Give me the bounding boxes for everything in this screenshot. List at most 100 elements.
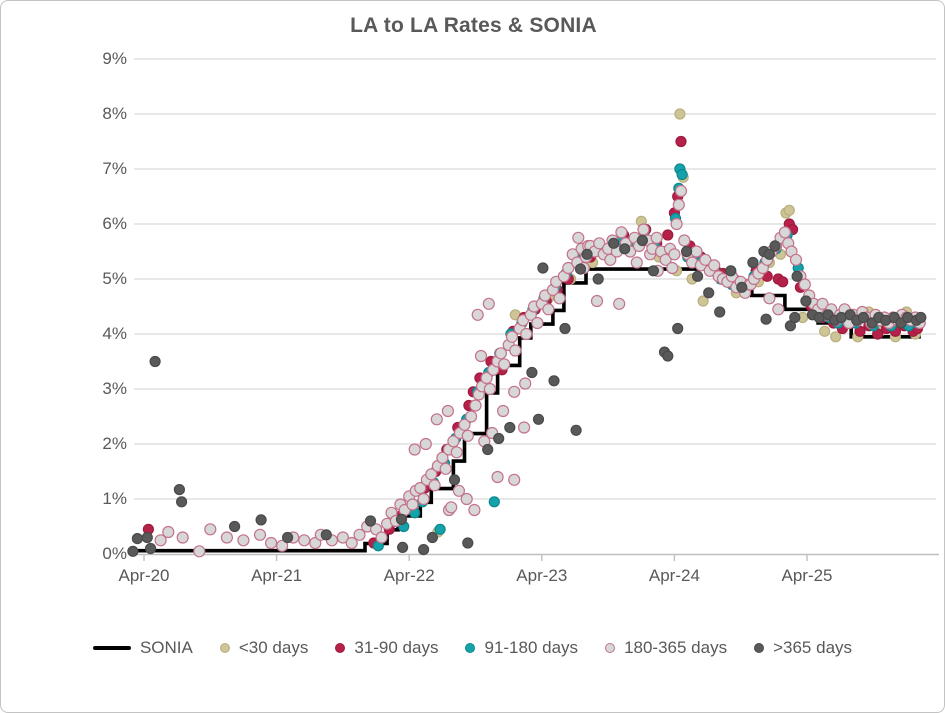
data-point (149, 355, 161, 368)
data-point (494, 347, 507, 360)
data-point (204, 523, 217, 536)
data-point (462, 537, 474, 549)
data-point (162, 525, 175, 539)
data-point (364, 515, 377, 527)
legend-dot-swatch (335, 643, 346, 653)
data-point (593, 237, 606, 250)
data-point (471, 308, 484, 321)
data-point (298, 534, 311, 547)
data-point (131, 532, 143, 545)
data-point (615, 226, 628, 239)
data-point (447, 435, 460, 448)
data-point (434, 523, 446, 535)
data-point (505, 330, 519, 343)
data-point (154, 534, 167, 547)
data-point (613, 297, 626, 310)
data-point (650, 231, 663, 244)
x-tick-label: Apr-20 (118, 566, 170, 585)
legend-label: <30 days (238, 638, 309, 657)
data-point (772, 303, 785, 316)
y-tick-label: 7% (102, 159, 127, 178)
data-point (465, 410, 478, 423)
data-point (592, 273, 604, 285)
y-tick-label: 0% (102, 544, 127, 563)
data-point (408, 443, 421, 456)
data-point (436, 451, 449, 464)
data-point (145, 542, 157, 555)
data-point (553, 292, 566, 305)
data-point (491, 470, 504, 484)
data-point (607, 237, 620, 249)
data-point (699, 253, 712, 266)
series-31-90-days (142, 135, 924, 549)
data-point (662, 350, 674, 362)
data-point (458, 418, 471, 431)
data-point (531, 316, 544, 330)
data-point (819, 325, 831, 337)
data-point (508, 473, 521, 486)
data-point (469, 399, 482, 412)
data-point (493, 432, 505, 445)
data-point (777, 276, 789, 288)
sonia-line (130, 267, 921, 553)
x-tick-label: Apr-22 (383, 566, 435, 585)
data-point (276, 539, 289, 552)
data-point (237, 534, 250, 547)
y-tick-label: 4% (102, 324, 127, 343)
data-point (637, 223, 650, 236)
data-point (448, 474, 461, 486)
legend-item-lt30: <30 days (219, 638, 309, 658)
data-point (173, 484, 185, 496)
data-point (450, 446, 463, 459)
data-point (460, 492, 473, 506)
data-point (668, 248, 681, 261)
data-point (647, 265, 660, 277)
data-point (265, 536, 278, 550)
data-point (789, 311, 801, 324)
data-point (309, 536, 322, 550)
legend-dot-swatch (605, 643, 616, 653)
chart-legend: SONIA <30 days 31-90 days 91-180 days 180-36… (1, 633, 944, 663)
data-point (676, 168, 688, 181)
data-point (690, 245, 703, 258)
x-tick-label: Apr-21 (251, 566, 303, 585)
data-point (127, 545, 139, 557)
series-180-365-days (154, 184, 926, 558)
data-point (255, 514, 267, 526)
y-tick-label: 6% (102, 214, 127, 233)
data-point (791, 270, 803, 282)
data-point (760, 313, 772, 325)
data-point (680, 245, 693, 258)
data-point (461, 429, 474, 442)
data-point (509, 344, 522, 357)
data-point (141, 531, 153, 544)
data-point (419, 437, 432, 451)
data-point (590, 294, 604, 308)
legend-item-gt365: >365 days (754, 638, 852, 658)
data-point (353, 528, 366, 541)
data-point (630, 256, 643, 269)
y-tick-label: 9% (102, 49, 127, 68)
chart-title: LA to LA Rates & SONIA (350, 14, 597, 37)
y-tick-label: 3% (102, 379, 127, 398)
data-point (482, 297, 495, 310)
legend-label: SONIA (139, 638, 193, 657)
data-point (736, 281, 748, 293)
data-point (430, 413, 443, 426)
legend-line-swatch (92, 646, 131, 650)
data-point (659, 253, 672, 266)
data-point (604, 253, 617, 266)
data-point (542, 303, 555, 316)
data-point (674, 108, 686, 120)
data-point (666, 261, 679, 275)
data-point (857, 311, 870, 324)
data-point (570, 424, 582, 436)
data-point (636, 234, 649, 247)
data-point (517, 421, 531, 434)
data-point (714, 306, 726, 318)
data-point (783, 204, 795, 216)
series--365-days (127, 234, 927, 557)
x-tick-label: Apr-25 (781, 566, 833, 585)
